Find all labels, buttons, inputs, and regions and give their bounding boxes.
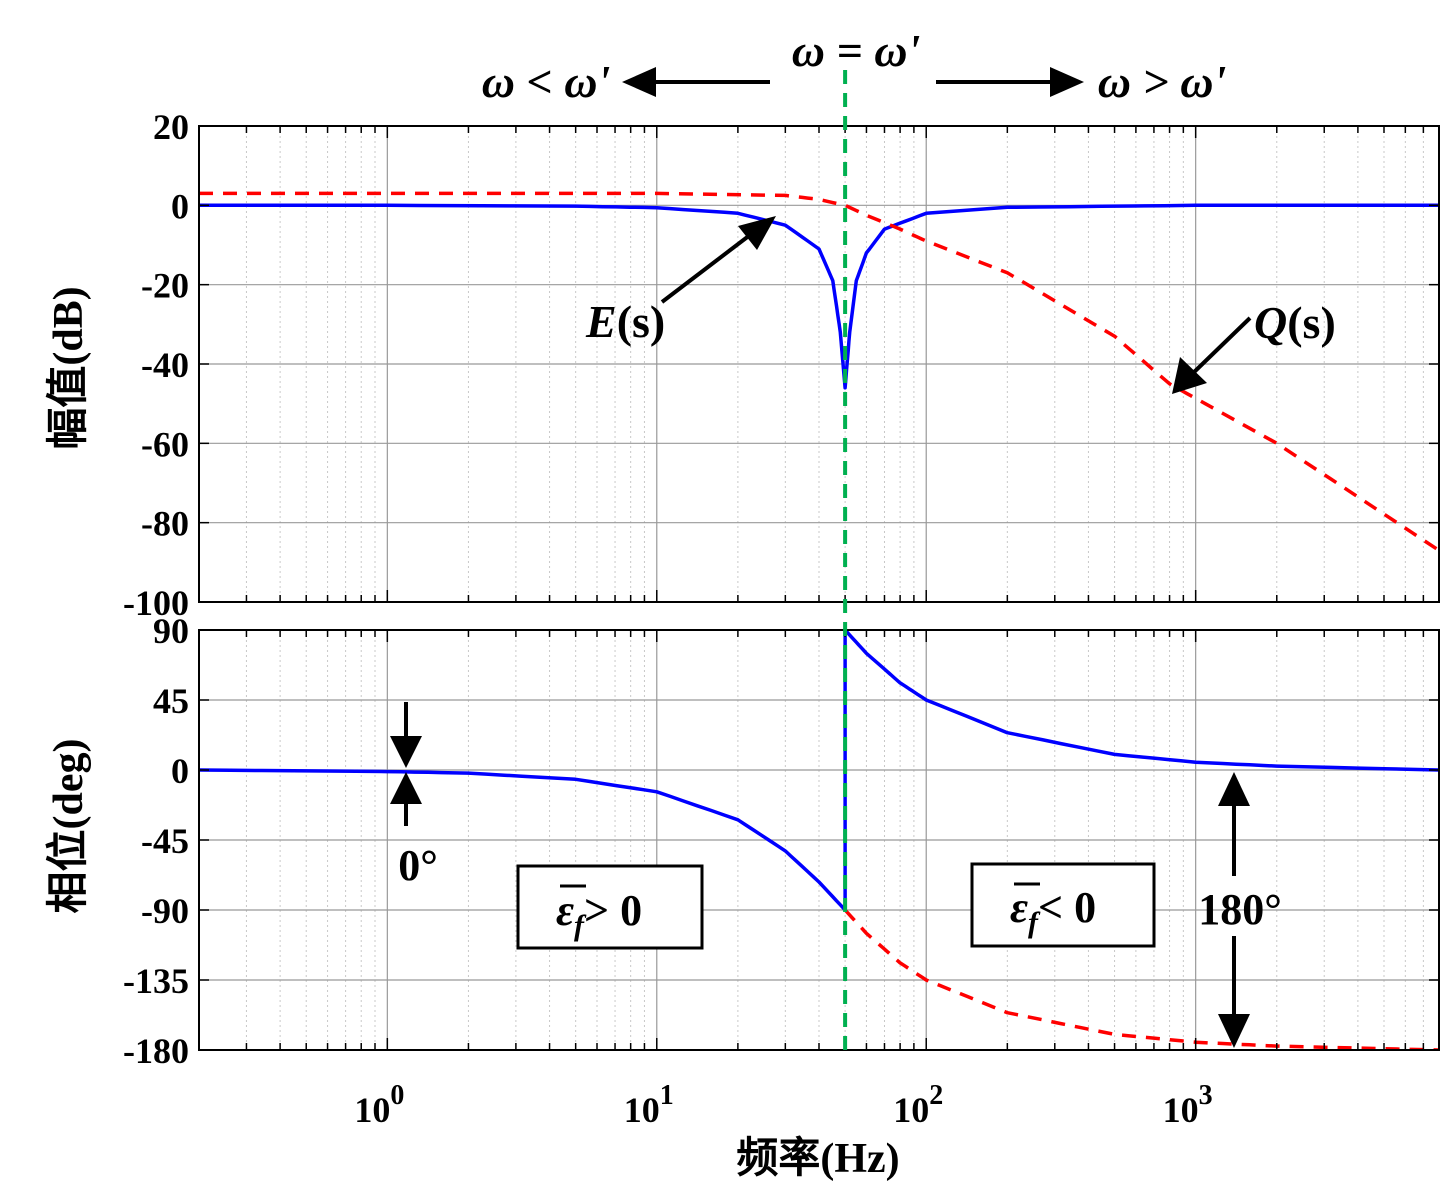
omega-equal-label: ω = ω' [792, 25, 921, 76]
es-annotation-label: E(s) [585, 296, 665, 347]
epsilon-positive-text: εf> 0 [556, 886, 642, 942]
tick-marks [198, 125, 1440, 1051]
epsilon-positive-symbol: ε [556, 886, 574, 935]
phase-series-0 [199, 768, 847, 912]
epsilon-negative-box: εf< 0 [970, 862, 1156, 948]
phase-grid [198, 629, 1440, 1051]
x-tick-exponent: 2 [929, 1080, 943, 1111]
x-tick-label: 103 [1163, 1080, 1213, 1130]
magnitude-y-tick-label: 20 [153, 107, 189, 147]
phase-series-2 [843, 908, 1439, 1050]
phase-y-tick-label: 0 [171, 751, 189, 791]
phase-y-tick-labels: 90 45 0 -45 -90 -135 -180 [123, 611, 189, 1071]
x-tick-base: 10 [354, 1090, 390, 1130]
x-tick-labels: 100 101 102 103 [354, 1080, 1212, 1130]
x-tick-base: 10 [624, 1090, 660, 1130]
es-annotation-arg: (s) [617, 296, 666, 347]
left-direction-arrow [622, 67, 770, 97]
magnitude-y-tick-label: -100 [123, 583, 189, 623]
epsilon-negative-subscript: f [1028, 906, 1041, 939]
epsilon-negative-symbol: ε [1010, 883, 1028, 932]
x-tick-base: 10 [1163, 1090, 1199, 1130]
zero-degree-label: 0° [398, 841, 438, 890]
x-tick-label: 100 [354, 1080, 404, 1130]
epsilon-negative-text: εf< 0 [1010, 883, 1096, 939]
magnitude-y-tick-labels: 20 0 -20 -40 -60 -80 -100 [123, 107, 189, 623]
magnitude-y-tick-label: -20 [141, 266, 189, 306]
phase-y-axis-label: 相位(deg) [45, 739, 92, 914]
qs-annotation-label: Q(s) [1254, 297, 1336, 348]
epsilon-positive-box: εf> 0 [516, 864, 704, 950]
phase-y-tick-label: 45 [153, 681, 189, 721]
magnitude-y-tick-label: -80 [141, 504, 189, 544]
phase-y-tick-label: -45 [141, 821, 189, 861]
span-180-arrows [1218, 772, 1250, 1048]
phase-y-tick-label: 90 [153, 611, 189, 651]
qs-annotation-name: Q [1254, 297, 1287, 348]
magnitude-series-1 [199, 191, 1439, 552]
phase-series-1 [843, 630, 1439, 772]
span-180-label: 180° [1198, 885, 1282, 934]
x-tick-exponent: 3 [1199, 1080, 1213, 1111]
magnitude-y-axis-label: 幅值(dB) [45, 286, 92, 449]
x-tick-base: 10 [893, 1090, 929, 1130]
magnitude-series-0 [199, 203, 1439, 390]
right-direction-arrow [936, 67, 1084, 97]
omega-less-label: ω < ω' [482, 56, 611, 107]
es-annotation-arrow [660, 216, 776, 304]
phase-y-tick-label: -135 [123, 961, 189, 1001]
qs-annotation-arrow [1172, 316, 1252, 394]
magnitude-curves [199, 191, 1439, 552]
magnitude-grid [198, 125, 1440, 603]
epsilon-positive-subscript: f [574, 909, 587, 942]
x-tick-label: 102 [893, 1080, 943, 1130]
qs-annotation-arg: (s) [1287, 297, 1336, 348]
x-axis-label: 频率(Hz) [736, 1135, 899, 1182]
x-tick-exponent: 1 [660, 1080, 674, 1111]
zero-degree-arrows [390, 702, 422, 826]
magnitude-y-tick-label: 0 [171, 186, 189, 226]
x-tick-label: 101 [624, 1080, 674, 1130]
x-tick-exponent: 0 [390, 1080, 404, 1111]
epsilon-negative-relation: < 0 [1038, 883, 1096, 932]
omega-greater-label: ω > ω' [1098, 56, 1227, 107]
es-annotation-name: E [585, 296, 617, 347]
magnitude-y-tick-label: -40 [141, 345, 189, 385]
phase-y-tick-label: -180 [123, 1031, 189, 1071]
phase-y-tick-label: -90 [141, 891, 189, 931]
magnitude-y-tick-label: -60 [141, 424, 189, 464]
epsilon-positive-relation: > 0 [584, 886, 642, 935]
